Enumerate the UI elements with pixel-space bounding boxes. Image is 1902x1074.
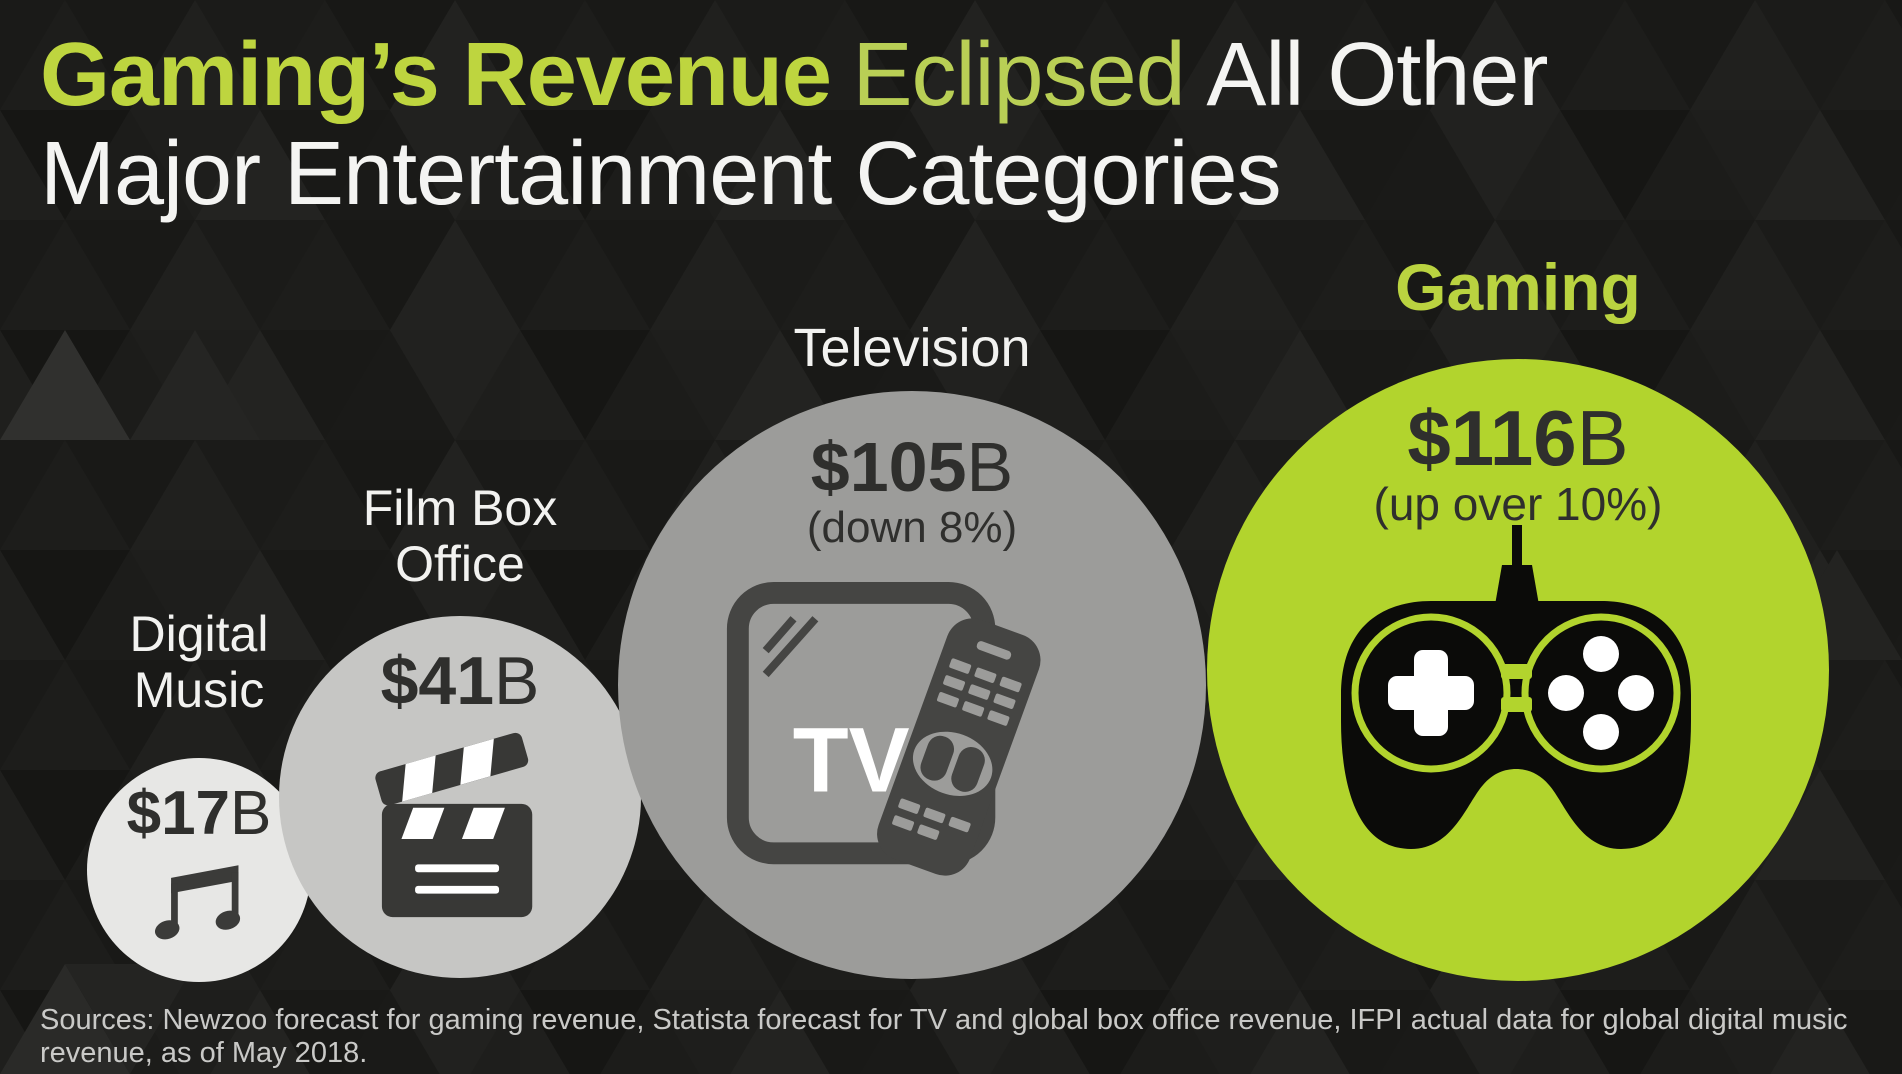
- label-digital-music: Digital Music: [129, 606, 269, 718]
- bubble-gaming: $116B (up over 10%): [1207, 359, 1829, 981]
- bubble-digital-music: $17B: [87, 758, 311, 982]
- title-secondary: Eclipsed: [852, 25, 1186, 125]
- gaming-note: (up over 10%): [1373, 478, 1663, 530]
- label-television: Television: [793, 318, 1031, 378]
- music-note-icon: [154, 865, 241, 940]
- title-highlight: Gaming’s Revenue: [40, 25, 832, 125]
- title-line2: Major Entertainment Categories: [40, 124, 1282, 224]
- gaming-value: $116B: [1407, 394, 1629, 482]
- sources-text: Sources: Newzoo forecast for gaming reve…: [40, 1004, 1848, 1069]
- label-film-box-office: Film Box Office: [362, 480, 558, 592]
- television-value: $105B: [810, 428, 1014, 506]
- film-box-office-value: $41B: [380, 643, 540, 719]
- game-controller-icon: [1341, 525, 1691, 849]
- page-title: Gaming’s Revenue Eclipsed All Other Major …: [40, 25, 1548, 224]
- tv-remote-icon: TV: [726, 581, 1041, 876]
- bubble-television: $105B (down 8%) TV: [618, 391, 1206, 979]
- label-gaming: Gaming: [1395, 250, 1641, 324]
- digital-music-value: $17B: [126, 779, 272, 848]
- bubble-film-box-office: $41B: [279, 616, 641, 978]
- television-note: (down 8%): [806, 503, 1018, 552]
- title-line1: Gaming’s Revenue Eclipsed All Other: [40, 25, 1548, 125]
- clapperboard-icon: [375, 732, 533, 918]
- title-rest: All Other: [1206, 25, 1548, 125]
